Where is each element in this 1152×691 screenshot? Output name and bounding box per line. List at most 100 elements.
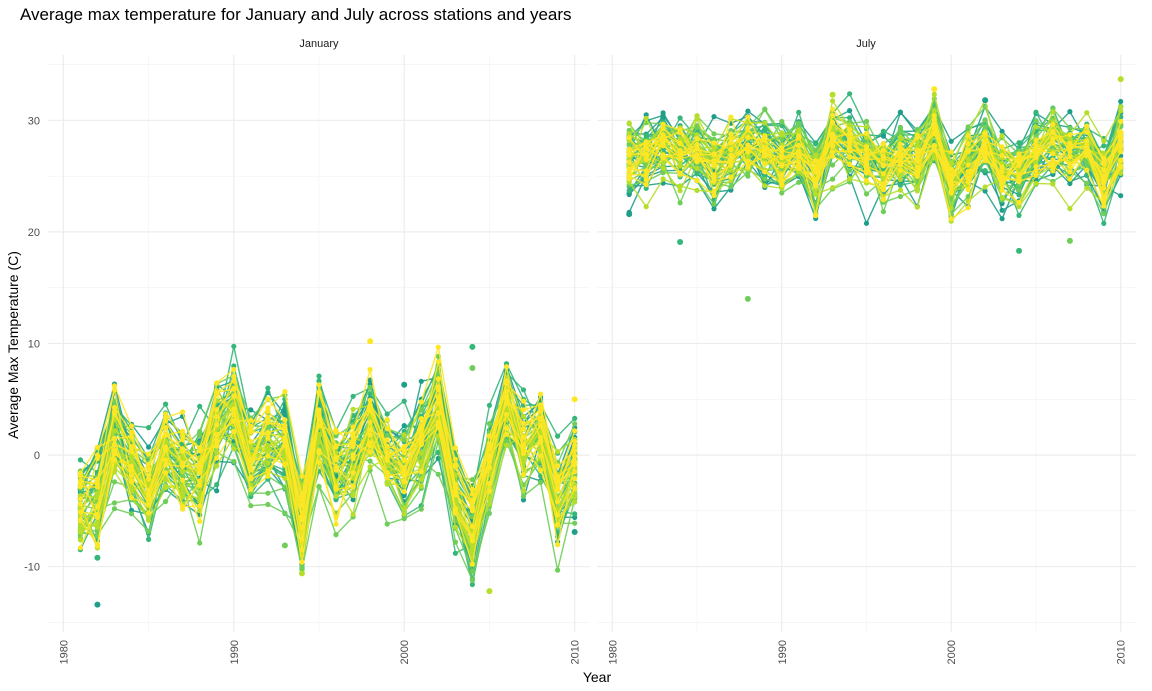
x-axis-title: Year xyxy=(583,669,612,685)
data-point xyxy=(231,366,237,373)
data-point xyxy=(830,106,836,112)
data-point xyxy=(880,141,887,147)
data-point xyxy=(401,511,407,517)
data-point xyxy=(1050,140,1056,146)
data-point xyxy=(265,460,271,466)
data-point xyxy=(435,471,441,477)
data-point xyxy=(796,179,802,185)
data-point xyxy=(316,407,322,413)
data-point xyxy=(265,468,271,474)
data-point xyxy=(762,145,768,151)
data-point xyxy=(1084,167,1090,173)
data-point xyxy=(1118,193,1124,199)
data-point xyxy=(367,384,373,390)
data-point xyxy=(694,113,700,119)
data-point xyxy=(1067,109,1073,115)
data-point xyxy=(999,216,1005,222)
data-point xyxy=(1050,109,1056,115)
data-point xyxy=(1067,136,1073,142)
y-tick-label: -10 xyxy=(24,562,40,574)
data-point xyxy=(163,498,169,505)
data-point xyxy=(999,195,1005,201)
data-point xyxy=(914,132,920,139)
data-point xyxy=(248,494,254,500)
data-point xyxy=(762,133,768,139)
data-point xyxy=(813,141,819,147)
data-point xyxy=(538,467,544,473)
data-point xyxy=(572,448,578,454)
data-point xyxy=(1050,136,1056,142)
data-point xyxy=(1101,185,1107,191)
data-point xyxy=(745,126,751,133)
series-line xyxy=(79,426,576,559)
data-point xyxy=(1033,138,1039,144)
data-point xyxy=(796,142,802,148)
data-point xyxy=(863,191,870,197)
data-point xyxy=(418,407,424,413)
data-point xyxy=(1101,167,1107,173)
data-point xyxy=(384,437,390,443)
data-point xyxy=(231,386,237,392)
data-point xyxy=(677,171,683,177)
data-point xyxy=(779,148,785,154)
data-point xyxy=(1118,104,1124,110)
data-point xyxy=(965,174,971,180)
data-point xyxy=(914,171,920,177)
data-point xyxy=(830,138,836,144)
data-point xyxy=(197,540,203,546)
data-point xyxy=(711,189,717,195)
data-point xyxy=(316,416,322,422)
y-tick-labels: -10 0 10 20 30 xyxy=(24,115,40,573)
data-point xyxy=(111,405,118,411)
data-point xyxy=(265,429,271,436)
data-point xyxy=(77,537,83,543)
data-point xyxy=(503,439,510,445)
data-point xyxy=(146,502,152,508)
data-point xyxy=(982,184,988,190)
data-point xyxy=(643,204,649,210)
data-point xyxy=(146,461,152,468)
data-point xyxy=(435,376,441,382)
data-point xyxy=(333,532,339,538)
data-point xyxy=(728,174,734,180)
data-point xyxy=(367,427,373,433)
data-point xyxy=(299,547,305,553)
data-point xyxy=(486,459,492,465)
outlier-point xyxy=(469,343,476,350)
data-point xyxy=(265,385,271,391)
data-point xyxy=(1016,192,1022,198)
data-point xyxy=(1033,164,1039,170)
data-point xyxy=(965,179,971,185)
data-point xyxy=(999,174,1005,180)
x-tick-labels-january: 1980 1990 2000 2010 xyxy=(58,640,581,664)
data-point xyxy=(1101,195,1107,201)
data-point xyxy=(469,577,475,583)
data-point xyxy=(401,489,407,495)
data-point xyxy=(401,443,407,449)
data-point xyxy=(728,136,734,142)
data-point xyxy=(779,130,785,136)
data-point xyxy=(897,176,904,183)
data-point xyxy=(197,432,203,438)
data-point xyxy=(299,513,305,520)
outlier-point xyxy=(486,588,493,595)
data-point xyxy=(538,434,544,441)
data-point xyxy=(847,115,853,121)
data-point xyxy=(1118,170,1124,176)
data-point xyxy=(94,477,100,483)
data-point xyxy=(643,156,649,162)
data-point xyxy=(813,169,819,175)
data-point xyxy=(77,496,83,502)
data-point xyxy=(677,151,683,157)
data-point xyxy=(94,484,100,490)
x-tick-label: 1990 xyxy=(777,640,789,664)
outlier-point xyxy=(401,381,408,388)
data-point xyxy=(299,473,305,479)
data-point xyxy=(214,455,220,461)
data-point xyxy=(897,182,904,188)
x-tick-label: 2000 xyxy=(399,640,411,664)
data-point xyxy=(711,147,717,153)
data-point xyxy=(677,136,683,142)
data-point xyxy=(418,399,424,405)
data-point xyxy=(1101,211,1107,217)
